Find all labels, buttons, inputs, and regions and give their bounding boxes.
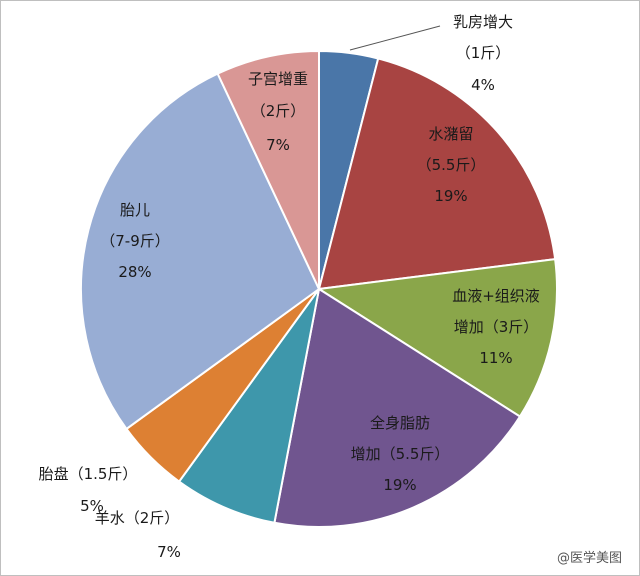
- label-placenta-percent: 5%: [80, 497, 104, 515]
- label-placenta-amount-part: （1.5斤）: [69, 465, 138, 483]
- label-amniotic-percent: 7%: [157, 543, 181, 561]
- leader-line-breast: [349, 25, 441, 51]
- label-fat-percent: 19%: [383, 476, 416, 494]
- label-breast-name: 乳房增大: [453, 13, 513, 31]
- label-blood-amount: 增加（3斤）: [454, 318, 539, 336]
- label-fat-amount: 增加（5.5斤）: [351, 445, 450, 463]
- label-uterus-percent: 7%: [266, 136, 290, 154]
- label-amniotic-name: 羊水（2斤）: [95, 509, 180, 527]
- pie-slice-3: [273, 287, 522, 528]
- label-blood-percent: 11%: [479, 349, 512, 367]
- label-fetus-name: 胎儿: [120, 201, 150, 219]
- label-water-name: 水潴留: [428, 125, 473, 143]
- watermark: @医学美图: [557, 550, 622, 566]
- label-uterus-name: 子宫增重: [248, 70, 308, 88]
- label-amniotic-name-part: 羊水: [95, 509, 125, 527]
- pie-slice-1: [317, 57, 557, 291]
- pie-slice-7: [216, 49, 320, 290]
- label-placenta-name: 胎盘（1.5斤）: [39, 465, 138, 483]
- label-water-amount: （5.5斤）: [417, 156, 486, 174]
- label-fat-name: 全身脂肪: [370, 414, 430, 432]
- label-breast-percent: 4%: [471, 76, 495, 94]
- label-blood-name: 血液+组织液: [452, 287, 540, 305]
- label-fetus-percent: 28%: [118, 263, 151, 281]
- pie-slice-4: [177, 288, 320, 524]
- label-placenta-name-part: 胎盘: [39, 465, 69, 483]
- label-breast-amount: （1斤）: [456, 44, 511, 62]
- label-fetus-amount: （7-9斤）: [100, 232, 170, 250]
- label-water-percent: 19%: [434, 187, 467, 205]
- pie-slice-2: [316, 258, 558, 418]
- pie-slices: [80, 49, 558, 528]
- pie-slice-6: [80, 72, 321, 431]
- pie-labels: 乳房增大 （1斤） 4% 水潴留 （5.5斤） 19% 血液+组织液 增加（3斤…: [39, 13, 540, 561]
- label-uterus-amount: （2斤）: [251, 102, 306, 120]
- label-amniotic-amount-part: （2斤）: [125, 509, 180, 527]
